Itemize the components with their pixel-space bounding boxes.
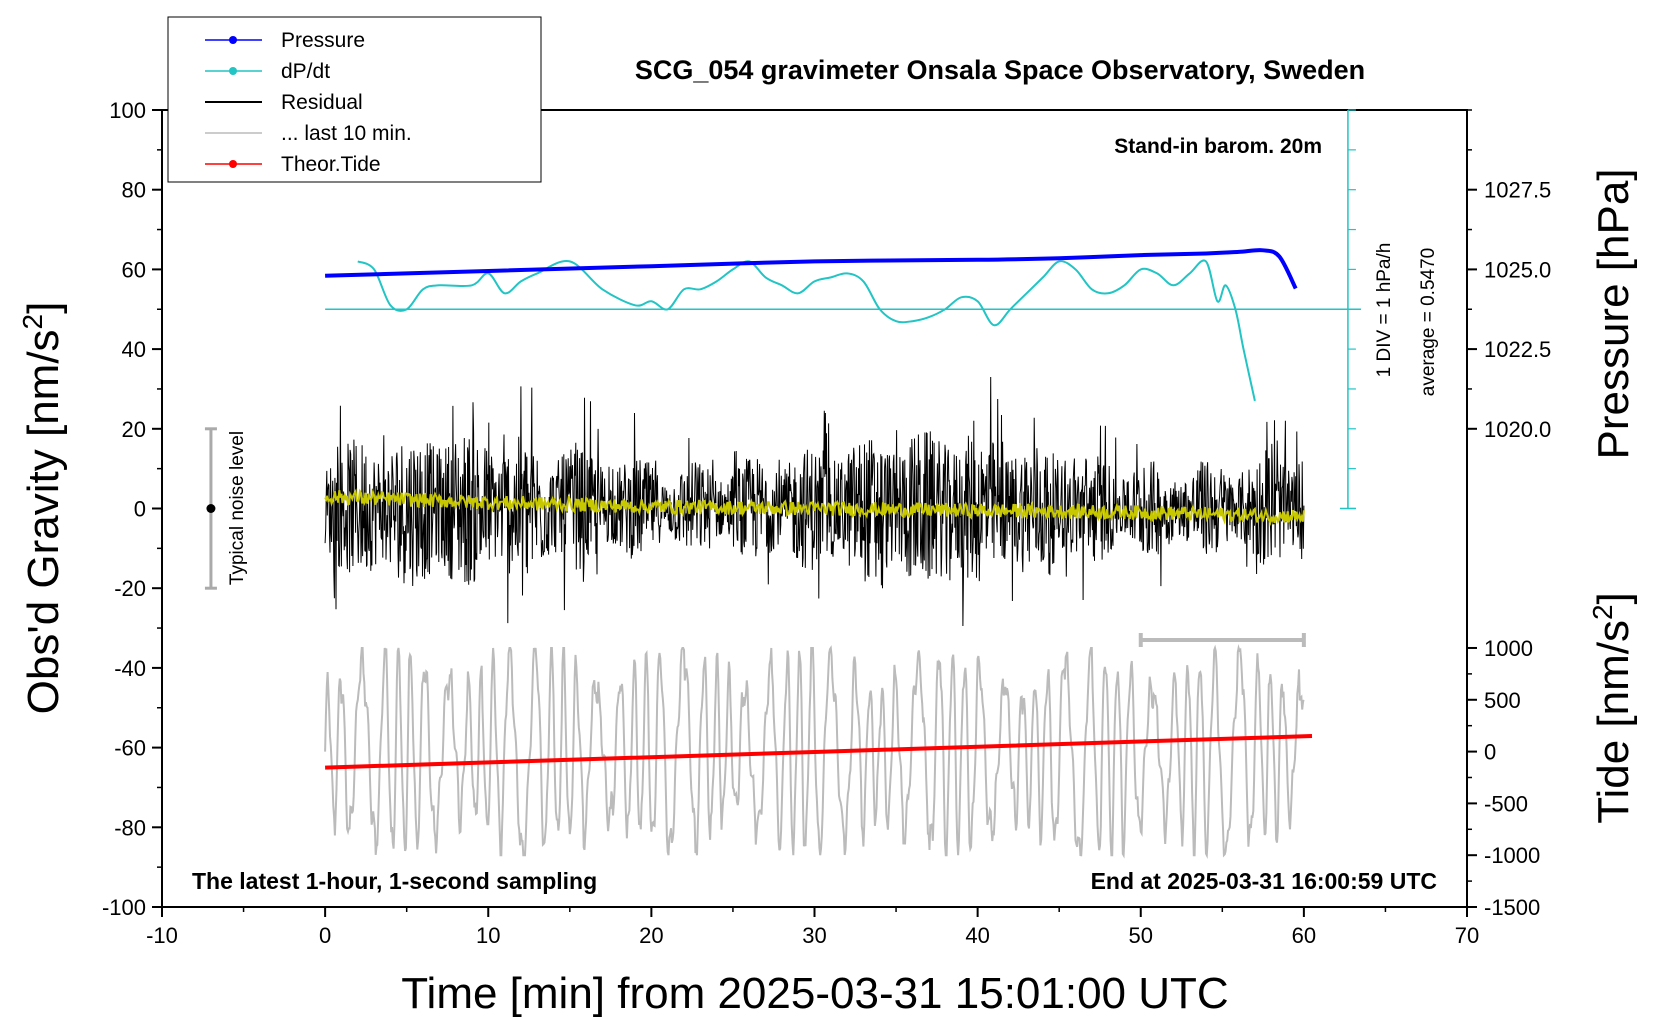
- stand-in-barometer-note: Stand-in barom. 20m: [1114, 135, 1322, 158]
- y-tick-label: 80: [122, 178, 146, 203]
- y-axis-label-left: Obs'd Gravity [nm/s2]: [17, 302, 68, 715]
- pressure-tick-label: 1027.5: [1484, 178, 1551, 203]
- tide-tick-label: 500: [1484, 688, 1521, 713]
- x-tick-label: 30: [802, 923, 826, 948]
- x-tick-label: -10: [146, 923, 178, 948]
- y-tick-label: 40: [122, 337, 146, 362]
- series-dpdt: [357, 259, 1256, 402]
- y-axis-label-tide: Tide [nm/s2]: [1587, 592, 1638, 824]
- y-axis-ticks: 100 80 60 40 20 0 -20 -40 -60 -80 -100: [102, 98, 162, 920]
- tide-tick-label: 0: [1484, 740, 1496, 765]
- div-note: 1 DIV = 1 hPa/h: [1374, 243, 1395, 378]
- legend-box: [167, 16, 542, 183]
- y-tick-label: -20: [114, 576, 146, 601]
- legend-entry-label: ... last 10 min.: [281, 122, 412, 145]
- legend-entry-label: Theor.Tide: [281, 153, 381, 176]
- series-pressure: [325, 248, 1298, 290]
- series-residual: [324, 376, 1305, 627]
- x-tick-label: 0: [319, 923, 331, 948]
- bottom-right-note: End at 2025-03-31 16:00:59 UTC: [1091, 868, 1437, 894]
- y-tick-label: -40: [114, 656, 146, 681]
- y-tick-label: 60: [122, 257, 146, 282]
- chart-title: SCG_054 gravimeter Onsala Space Observat…: [635, 55, 1365, 85]
- y-tick-label: -60: [114, 736, 146, 761]
- x-tick-label: 40: [965, 923, 989, 948]
- x-tick-label: 10: [476, 923, 500, 948]
- residual-line: [324, 376, 1305, 627]
- legend-entry-label: Residual: [281, 91, 363, 114]
- tide-line: [325, 734, 1313, 770]
- noise-level-bar: [204, 427, 217, 590]
- average-note: average = 0.5470: [1418, 248, 1439, 396]
- pressure-tick-label: 1020.0: [1484, 417, 1551, 442]
- pressure-tick-label: 1022.5: [1484, 337, 1551, 362]
- x-tick-label: 20: [639, 923, 663, 948]
- dpdt-division-scale: [325, 109, 1361, 510]
- legend-swatch-marker: [229, 36, 237, 44]
- tide-tick-label: -1500: [1484, 895, 1540, 920]
- last-10-min-line: [324, 644, 1305, 859]
- dpdt-line: [357, 259, 1256, 402]
- noise-level-label: Typical noise level: [227, 431, 248, 585]
- x-tick-label: 50: [1129, 923, 1153, 948]
- y-tick-label: 20: [122, 417, 146, 442]
- tide-tick-label: -1000: [1484, 843, 1540, 868]
- legend-swatch-marker: [229, 67, 237, 75]
- pressure-axis-ticks: 1027.5 1025.0 1022.5 1020.0: [1467, 109, 1551, 442]
- x-tick-label: 70: [1455, 923, 1479, 948]
- y-tick-label: -80: [114, 815, 146, 840]
- tide-tick-label: -500: [1484, 791, 1528, 816]
- residual-smoothed-line: [324, 488, 1305, 527]
- bottom-left-note: The latest 1-hour, 1-second sampling: [192, 868, 597, 894]
- series-theoretical-tide: [325, 734, 1313, 770]
- tide-axis-ticks: 1000 500 0 -500 -1000 -1500: [1467, 636, 1540, 920]
- series-residual-smoothed: [324, 488, 1305, 527]
- ten-minute-bar: [1138, 633, 1306, 648]
- y-tick-label: 0: [134, 497, 146, 522]
- y-tick-label: 100: [109, 98, 146, 123]
- legend-entry-label: dP/dt: [281, 60, 330, 83]
- pressure-tick-label: 1025.0: [1484, 257, 1551, 282]
- legend-entry-label: Pressure: [281, 29, 365, 52]
- noise-bar-dot: [206, 504, 216, 513]
- pressure-line: [325, 248, 1298, 290]
- series-last-10-min: [324, 644, 1305, 859]
- tide-tick-label: 1000: [1484, 636, 1533, 661]
- legend: Pressure dP/dt Residual ... last 10 min. The…: [167, 16, 542, 183]
- x-axis-ticks: -10 0 10 20 30 40 50 60 70: [146, 907, 1479, 948]
- x-axis-label: Time [min] from 2025-03-31 15:01:00 UTC: [401, 969, 1228, 1018]
- y-tick-label: -100: [102, 895, 146, 920]
- x-tick-label: 60: [1292, 923, 1316, 948]
- y-axis-label-pressure: Pressure [hPa]: [1589, 168, 1638, 459]
- legend-swatch-marker: [229, 160, 237, 168]
